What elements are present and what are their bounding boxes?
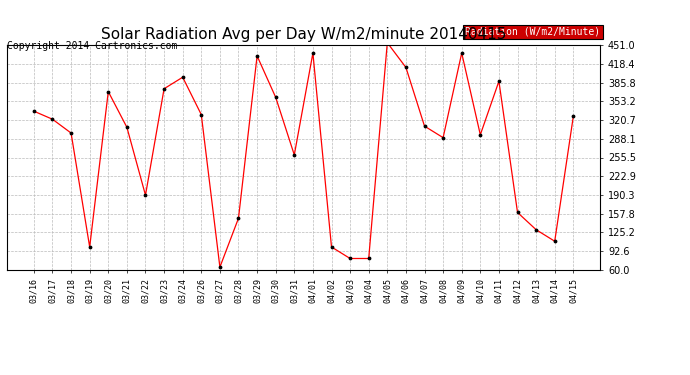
Title: Solar Radiation Avg per Day W/m2/minute 20140415: Solar Radiation Avg per Day W/m2/minute … [101,27,506,42]
Text: Copyright 2014 Cartronics.com: Copyright 2014 Cartronics.com [7,41,177,51]
Text: Radiation (W/m2/Minute): Radiation (W/m2/Minute) [465,27,600,37]
